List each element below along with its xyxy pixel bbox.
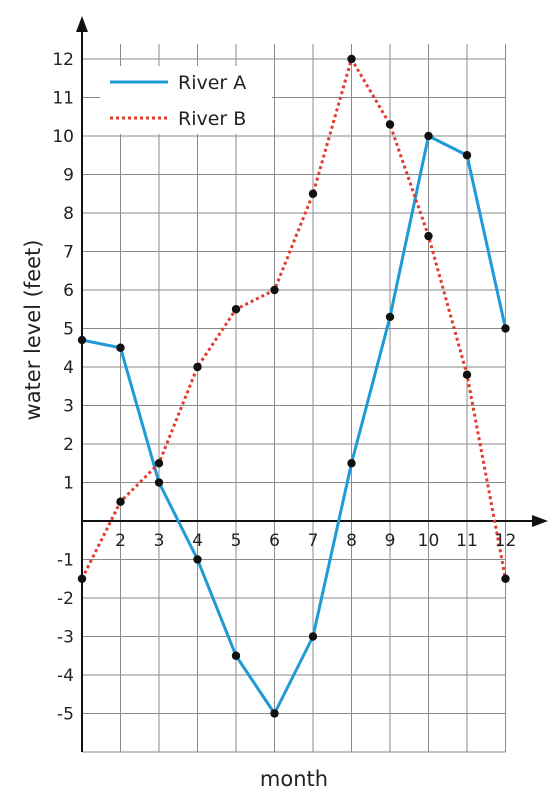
x-tick-label: 12 (495, 531, 517, 551)
series-line-river-b (80, 57, 507, 580)
x-tick-label: 2 (115, 531, 126, 551)
x-axis-arrow (532, 515, 548, 527)
data-point-river-b (501, 574, 510, 583)
data-point-river-a (424, 131, 433, 141)
y-tick-label: 3 (63, 397, 74, 417)
grid (81, 44, 506, 753)
y-tick-label: 12 (52, 50, 74, 70)
legend-label-river-b: River B (178, 108, 246, 130)
data-point-river-a (270, 709, 279, 718)
x-tick-label: 4 (192, 531, 203, 551)
x-tick-label: 11 (456, 531, 478, 551)
data-point-river-a (501, 324, 510, 333)
legend: River A River B (100, 66, 272, 134)
x-tick-label: 3 (154, 531, 165, 551)
x-axis-label: month (260, 767, 328, 791)
tick-labels: 2 3 4 5 6 7 8 9 10 11 12 12 11 10 9 8 7 6 5 4 3 2 1 -1 -2 -3 -4 -5 (52, 50, 516, 725)
y-tick-label: 5 (63, 320, 74, 340)
data-point-river-a (231, 651, 241, 660)
data-point-river-b (308, 189, 318, 198)
y-tick-label: 1 (63, 474, 74, 494)
data-point-river-b (77, 574, 87, 583)
data-point-river-a (385, 312, 395, 322)
x-tick-label: 5 (231, 531, 242, 551)
x-tick-label: 10 (418, 531, 440, 551)
x-tick-label: 8 (346, 531, 357, 551)
data-point-river-b (116, 497, 125, 506)
data-point-river-b (231, 305, 241, 314)
y-tick-label: -2 (57, 589, 74, 609)
y-tick-label: -4 (57, 666, 74, 686)
series-layer (77, 54, 510, 718)
y-tick-label: 9 (63, 166, 74, 186)
data-point-river-a (308, 632, 318, 641)
data-point-river-a (347, 459, 356, 468)
y-tick-label: -5 (57, 705, 74, 725)
data-point-river-b (270, 285, 279, 295)
legend-label-river-a: River A (178, 72, 246, 94)
data-point-river-b (154, 459, 164, 468)
y-tick-label: 11 (52, 89, 74, 109)
y-tick-label: 2 (63, 435, 74, 455)
axes (76, 16, 548, 752)
y-tick-label: 8 (63, 204, 74, 224)
data-point-river-b (385, 120, 395, 129)
data-point-river-a (77, 335, 87, 345)
y-tick-label: 10 (52, 127, 74, 147)
x-tick-label: 7 (308, 531, 319, 551)
data-point-river-b (462, 370, 472, 379)
y-tick-label: 7 (63, 243, 74, 263)
y-tick-label: 4 (63, 358, 74, 378)
data-point-river-b (424, 231, 433, 241)
series-line-river-a (81, 134, 507, 715)
legend-background (100, 66, 272, 134)
x-tick-label: 9 (385, 531, 396, 551)
y-tick-label: 6 (63, 281, 74, 301)
y-axis-label: water level (feet) (21, 240, 45, 421)
data-point-river-a (193, 555, 202, 564)
y-axis-arrow (76, 16, 88, 32)
y-tick-label: -3 (57, 628, 74, 648)
data-point-river-b (347, 54, 356, 64)
y-tick-label: -1 (57, 551, 74, 571)
data-point-river-b (193, 362, 202, 372)
x-tick-label: 6 (269, 531, 280, 551)
data-point-river-a (462, 151, 472, 160)
data-point-river-a (116, 343, 125, 352)
data-point-river-a (154, 478, 164, 487)
